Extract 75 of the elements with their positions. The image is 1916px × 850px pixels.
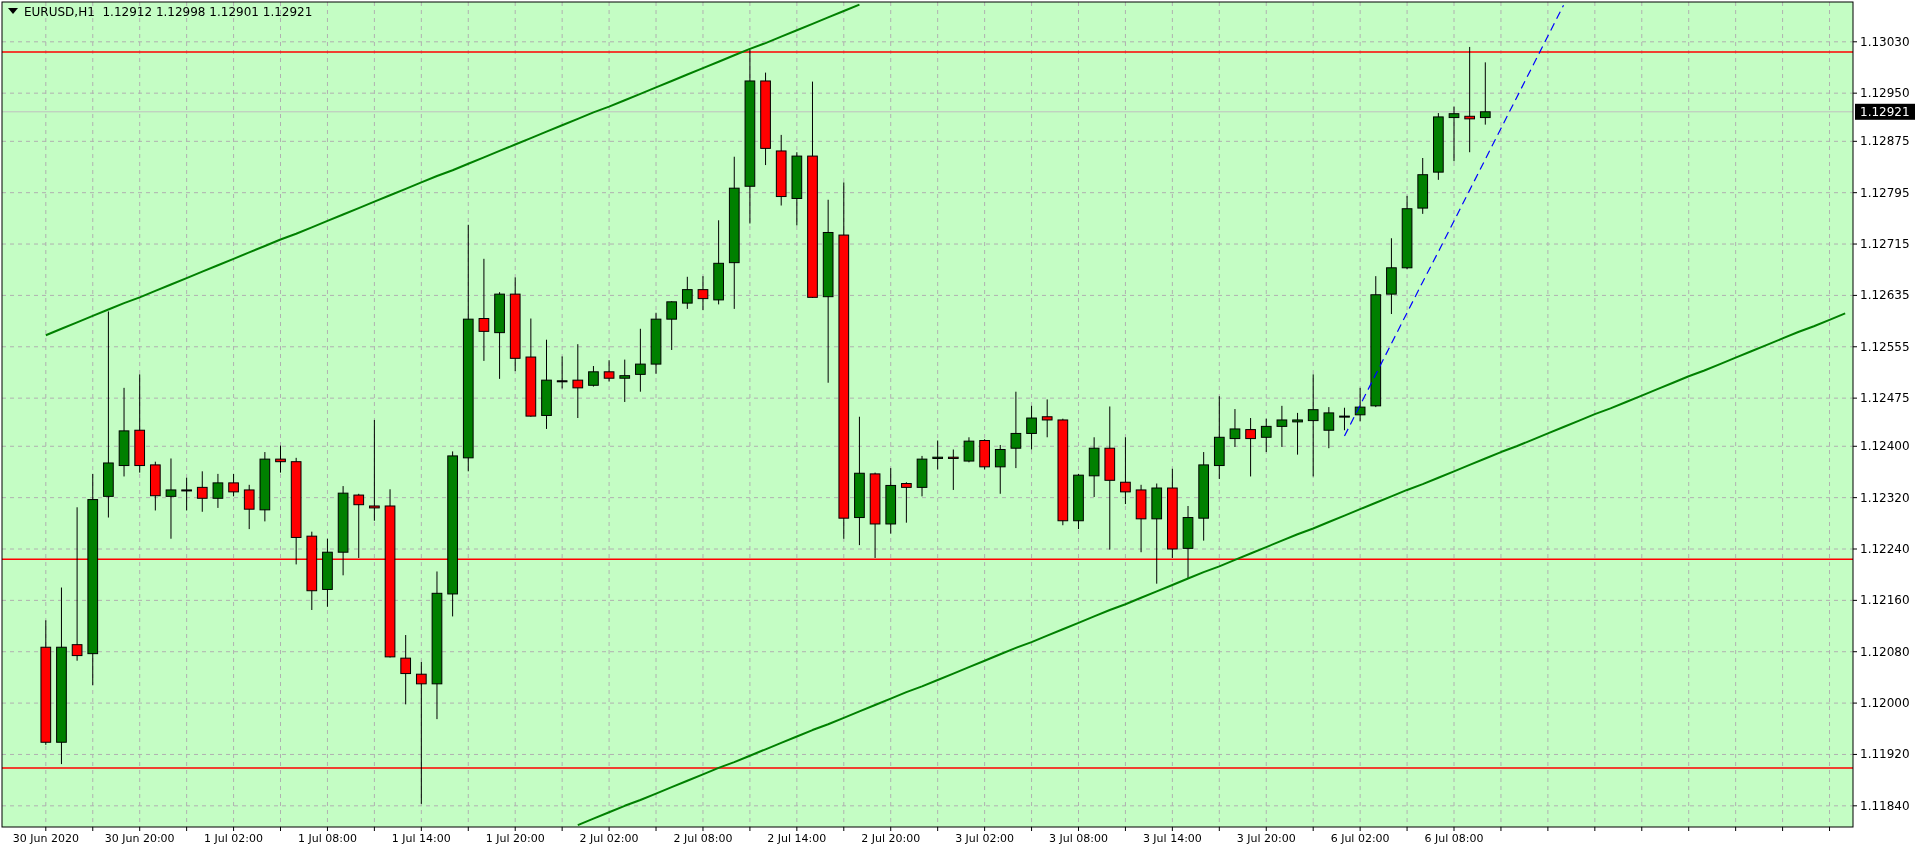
candlestick — [478, 258, 490, 362]
x-tick-label: 2 Jul 08:00 — [673, 832, 733, 845]
x-tick-label: 1 Jul 14:00 — [391, 832, 451, 845]
candlestick — [1041, 398, 1053, 438]
candlestick — [1276, 405, 1288, 448]
y-tick-label: 1.12555 — [1860, 339, 1910, 354]
y-tick-label: 1.12160 — [1860, 593, 1910, 608]
candlestick — [165, 457, 177, 540]
candlestick — [697, 275, 709, 311]
candlestick — [1229, 408, 1241, 448]
candlestick — [932, 440, 944, 470]
candlestick — [1339, 407, 1350, 431]
x-tick-label: 3 Jul 02:00 — [955, 832, 1015, 845]
x-tick-label: 6 Jul 02:00 — [1330, 832, 1390, 845]
y-tick-label: 1.11920 — [1860, 747, 1910, 762]
x-tick-label: 1 Jul 08:00 — [297, 832, 357, 845]
candlestick — [1026, 405, 1037, 450]
candlestick — [1307, 373, 1319, 477]
candlestick — [947, 448, 959, 491]
y-tick-label: 1.13030 — [1860, 34, 1910, 49]
line-series — [1343, 4, 1565, 437]
candlestick — [228, 473, 239, 497]
x-tick-label: 2 Jul 20:00 — [861, 832, 921, 845]
candlestick — [243, 484, 255, 530]
candlestick — [635, 328, 646, 393]
x-tick-label: 2 Jul 14:00 — [767, 832, 827, 845]
candlestick — [603, 359, 615, 382]
line-series — [576, 312, 1847, 827]
candlestick — [1354, 387, 1366, 422]
candlestick — [619, 359, 631, 403]
ref-line-label: 1.12921 — [1860, 104, 1910, 119]
candlestick — [1479, 61, 1491, 126]
y-tick-label: 1.12475 — [1860, 391, 1910, 406]
candlestick — [369, 419, 380, 522]
y-tick-label: 1.12400 — [1860, 439, 1910, 454]
candlestick — [901, 481, 912, 524]
candlestick — [1120, 436, 1131, 505]
chart-title: EURUSD,H1 1.12912 1.12998 1.12901 1.12921 — [24, 5, 313, 19]
x-tick-label: 3 Jul 14:00 — [1142, 832, 1202, 845]
candlestick — [275, 445, 286, 474]
candlestick — [1292, 412, 1303, 456]
candlestick — [994, 444, 1006, 495]
candlestick — [196, 470, 208, 513]
y-tick-label: 1.12080 — [1860, 644, 1910, 659]
x-tick-label: 2 Jul 02:00 — [579, 832, 639, 845]
candlestick — [1245, 417, 1256, 477]
y-tick-label: 1.12875 — [1860, 134, 1910, 149]
x-tick-label: 1 Jul 02:00 — [204, 832, 264, 845]
x-tick-label: 30 Jun 2020 — [12, 832, 79, 845]
y-tick-label: 1.12715 — [1860, 237, 1910, 252]
x-tick-label: 1 Jul 20:00 — [485, 832, 545, 845]
candlestick — [400, 634, 412, 705]
candlestick — [681, 276, 693, 310]
x-tick-label: 3 Jul 08:00 — [1049, 832, 1108, 845]
candlestick — [1260, 418, 1272, 453]
candlestick — [1323, 406, 1335, 449]
candlestick — [181, 477, 192, 511]
y-tick-label: 1.12795 — [1860, 185, 1910, 200]
y-tick-label: 1.12320 — [1860, 490, 1910, 505]
y-tick-label: 1.12635 — [1860, 288, 1910, 303]
candlestick — [588, 365, 599, 388]
candlestick — [963, 436, 975, 463]
candlestick — [1448, 106, 1460, 162]
x-tick-label: 30 Jun 20:00 — [104, 832, 175, 845]
candlestick — [212, 473, 224, 509]
candlestick — [556, 355, 568, 389]
y-tick-label: 1.12950 — [1860, 86, 1910, 101]
y-tick-label: 1.12240 — [1860, 542, 1910, 556]
candlestick — [666, 300, 678, 351]
x-tick-label: 3 Jul 20:00 — [1236, 832, 1296, 845]
y-tick-label: 1.12000 — [1860, 696, 1910, 711]
candlestick — [572, 343, 584, 419]
x-tick-label: 6 Jul 08:00 — [1424, 832, 1484, 845]
candlestick — [1010, 391, 1022, 469]
y-tick-label: 1.11840 — [1860, 798, 1910, 813]
